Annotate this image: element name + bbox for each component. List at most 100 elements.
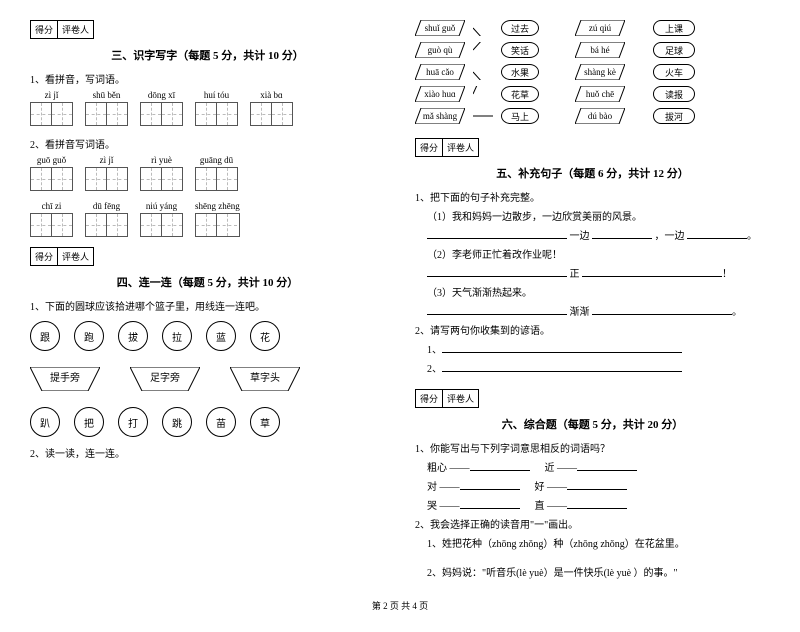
write-grid[interactable] — [85, 167, 128, 191]
matching-diagram[interactable]: shuǐ guǒ guò qù huā cǎo xiào huɑ mǎ shàn… — [415, 20, 770, 124]
blank[interactable] — [442, 361, 682, 372]
write-grid[interactable] — [195, 213, 240, 237]
circle-item[interactable]: 蓝 — [206, 321, 236, 351]
pinyin-label: dū fēng — [85, 201, 128, 211]
circle-item[interactable]: 把 — [74, 407, 104, 437]
blank[interactable] — [442, 342, 682, 353]
blank[interactable] — [592, 228, 652, 239]
para-item[interactable]: mǎ shàng — [415, 108, 465, 124]
rrect-item[interactable]: 上课 — [653, 20, 695, 36]
pair-row: 哭 —— 直 —— — [427, 497, 770, 512]
s6-l2b: 2、妈妈说："听音乐(lè yuè）是一件快乐(lè yuè ）的事。" — [427, 564, 770, 579]
q-3-2: 2、看拼音写词语。 — [30, 136, 385, 151]
match-connector-col — [473, 20, 493, 124]
section-3-title: 三、识字写字（每题 5 分，共计 10 分） — [30, 47, 385, 63]
rrect-item[interactable]: 拔河 — [653, 108, 695, 124]
oval-item[interactable]: 水果 — [501, 64, 539, 80]
text: ，一边 — [655, 231, 685, 242]
blank[interactable] — [460, 498, 520, 509]
write-grid[interactable] — [85, 213, 128, 237]
oval-item[interactable]: 马上 — [501, 108, 539, 124]
pair-row: 对 —— 好 —— — [427, 478, 770, 493]
connector-line — [473, 42, 493, 58]
blank[interactable] — [582, 266, 722, 277]
text: 渐渐 — [570, 307, 590, 318]
write-grid[interactable] — [140, 167, 183, 191]
blank[interactable] — [567, 498, 627, 509]
para-item[interactable]: huā cǎo — [415, 64, 465, 80]
circle-item[interactable]: 拉 — [162, 321, 192, 351]
circle-item[interactable]: 苗 — [206, 407, 236, 437]
para-item[interactable]: shuǐ guǒ — [415, 20, 465, 36]
para-item[interactable]: dú bào — [575, 108, 625, 124]
circle-item[interactable]: 趴 — [30, 407, 60, 437]
circle-item[interactable]: 跑 — [74, 321, 104, 351]
circle-item[interactable]: 花 — [250, 321, 280, 351]
blank[interactable] — [470, 460, 530, 471]
write-grid[interactable] — [140, 102, 183, 126]
para-label: shuǐ guǒ — [425, 23, 456, 33]
q-5-2: 2、请写两句你收集到的谚语。 — [415, 322, 770, 337]
rrect-item[interactable]: 火车 — [653, 64, 695, 80]
rrect-item[interactable]: 足球 — [653, 42, 695, 58]
rrect-item[interactable]: 读报 — [653, 86, 695, 102]
match-col-right-words: 上课 足球 火车 读报 拔河 — [653, 20, 695, 124]
score-label: 得分 — [416, 390, 443, 407]
connector-line — [473, 64, 493, 80]
text: 好 —— — [535, 482, 568, 493]
blank[interactable] — [687, 228, 747, 239]
circle-item[interactable]: 跟 — [30, 321, 60, 351]
s5-2-2: 2、 — [427, 360, 770, 375]
oval-item[interactable]: 花草 — [501, 86, 539, 102]
blank[interactable] — [427, 304, 567, 315]
match-col-left-pinyin: shuǐ guǒ guò qù huā cǎo xiào huɑ mǎ shàn… — [415, 20, 465, 124]
circle-item[interactable]: 打 — [118, 407, 148, 437]
oval-item[interactable]: 笑话 — [501, 42, 539, 58]
write-grid[interactable] — [140, 213, 183, 237]
oval-item[interactable]: 过去 — [501, 20, 539, 36]
blank[interactable] — [592, 304, 732, 315]
circle-item[interactable]: 跳 — [162, 407, 192, 437]
para-item[interactable]: zú qiú — [575, 20, 625, 36]
basket[interactable]: 提手旁 — [30, 367, 100, 391]
basket[interactable]: 草字头 — [230, 367, 300, 391]
pinyin-label: dōng xī — [140, 90, 183, 100]
grader-label: 评卷人 — [443, 390, 478, 407]
para-item[interactable]: bá hé — [575, 42, 625, 58]
grader-label: 评卷人 — [58, 248, 93, 265]
pinyin-item: zì jǐ — [85, 155, 128, 191]
write-grid[interactable] — [85, 102, 128, 126]
para-item[interactable]: guò qù — [415, 42, 465, 58]
score-box: 得分 评卷人 — [30, 20, 94, 39]
circle-row-bottom: 趴 把 打 跳 苗 草 — [30, 407, 385, 437]
pinyin-item: niú yáng — [140, 201, 183, 237]
section-5-title: 五、补充句子（每题 6 分，共计 12 分） — [415, 165, 770, 181]
pinyin-label: niú yáng — [140, 201, 183, 211]
para-item[interactable]: xiào huɑ — [415, 86, 465, 102]
pinyin-item: guō guǒ — [30, 155, 73, 191]
pinyin-label: huí tóu — [195, 90, 238, 100]
write-grid[interactable] — [30, 213, 73, 237]
spacer — [633, 20, 645, 124]
write-grid[interactable] — [195, 167, 238, 191]
para-item[interactable]: huǒ chē — [575, 86, 625, 102]
text: 近 —— — [545, 463, 578, 474]
write-grid[interactable] — [30, 102, 73, 126]
para-item[interactable]: shàng kè — [575, 64, 625, 80]
circle-item[interactable]: 拔 — [118, 321, 148, 351]
write-grid[interactable] — [30, 167, 73, 191]
s5-l3b: 渐渐 。 — [427, 303, 770, 318]
basket[interactable]: 足字旁 — [130, 367, 200, 391]
s5-l2b: 正 ！ — [427, 265, 770, 280]
q-6-1: 1、你能写出与下列字词意思相反的词语吗？ — [415, 440, 770, 455]
blank[interactable] — [577, 460, 637, 471]
write-grid[interactable] — [195, 102, 238, 126]
blank[interactable] — [567, 479, 627, 490]
section-6-title: 六、综合题（每题 5 分，共计 20 分） — [415, 416, 770, 432]
circle-item[interactable]: 草 — [250, 407, 280, 437]
score-label: 得分 — [31, 21, 58, 38]
blank[interactable] — [427, 228, 567, 239]
blank[interactable] — [460, 479, 520, 490]
blank[interactable] — [427, 266, 567, 277]
write-grid[interactable] — [250, 102, 293, 126]
